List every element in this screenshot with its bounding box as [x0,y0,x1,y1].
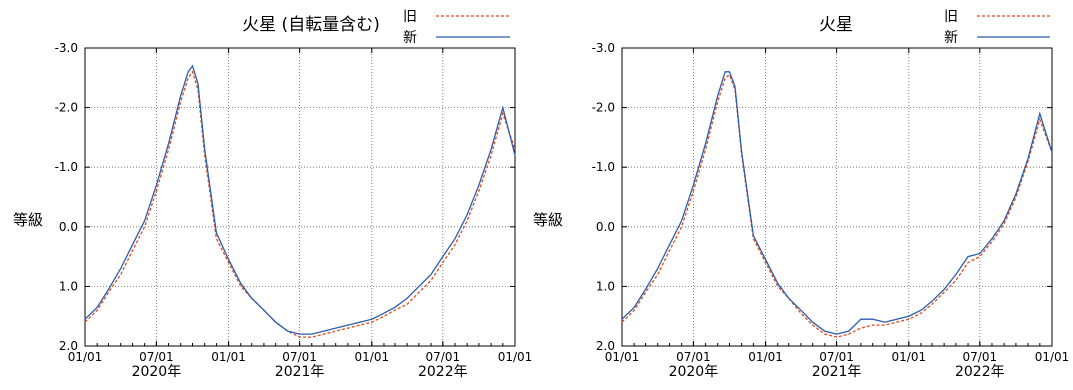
y-tick-label: -3.0 [592,41,615,55]
year-label: 2021年 [812,364,862,380]
chart-title: 火星 (自転量含む) [242,15,380,35]
year-label: 2020年 [132,364,182,380]
series-line-old [84,70,516,338]
y-tick-label: -2.0 [55,101,78,115]
x-tick-label: 01/01 [892,350,927,364]
chart-mars: -3.0-2.0-1.00.01.02.001/01 07/01 01/01 07/0… [533,9,1069,380]
y-tick-label: 0.0 [596,220,615,234]
year-label: 2022年 [418,364,468,380]
year-label: 2020年 [669,364,719,380]
y-tick-label: 2.0 [596,339,615,353]
y-tick-label: -3.0 [55,41,78,55]
y-axis-label: 等級 [533,211,563,229]
y-axis-label: 等級 [13,211,43,229]
plot-frame [621,47,1053,347]
x-tick-label: 01/01 [355,350,390,364]
x-tick-label: 01/01 [1035,350,1070,364]
series-line-new [621,71,1053,335]
y-tick-label: 2.0 [59,339,78,353]
series-line-new [84,64,516,335]
y-tick-label: -1.0 [55,160,78,174]
x-tick-label: 07/01 [139,350,174,364]
series-line-old [621,73,1053,338]
chart-title: 火星 [819,15,853,35]
year-label: 2022年 [955,364,1005,380]
x-tick-label: 07/01 [819,350,854,364]
x-tick-label: 01/01 [211,350,246,364]
legend-label: 新 [944,30,958,46]
y-tick-label: -1.0 [592,160,615,174]
x-tick-label: 07/01 [282,350,317,364]
legend-label: 旧 [403,9,417,25]
plot-frame [84,47,516,347]
x-tick-label: 07/01 [426,350,461,364]
y-tick-label: 1.0 [596,279,615,293]
chart-mars-with-rotation: -3.0-2.0-1.00.01.02.001/01 07/01 01/01 07/0… [13,9,532,380]
legend-label: 旧 [944,9,958,25]
x-tick-label: 01/01 [498,350,533,364]
x-tick-label: 07/01 [963,350,998,364]
legend-label: 新 [403,30,417,46]
y-tick-label: -2.0 [592,101,615,115]
y-tick-label: 0.0 [59,220,78,234]
x-tick-label: 01/01 [605,350,640,364]
x-tick-label: 07/01 [676,350,711,364]
x-tick-label: 01/01 [68,350,103,364]
year-label: 2021年 [275,364,325,380]
y-tick-label: 1.0 [59,279,78,293]
x-tick-label: 01/01 [748,350,783,364]
